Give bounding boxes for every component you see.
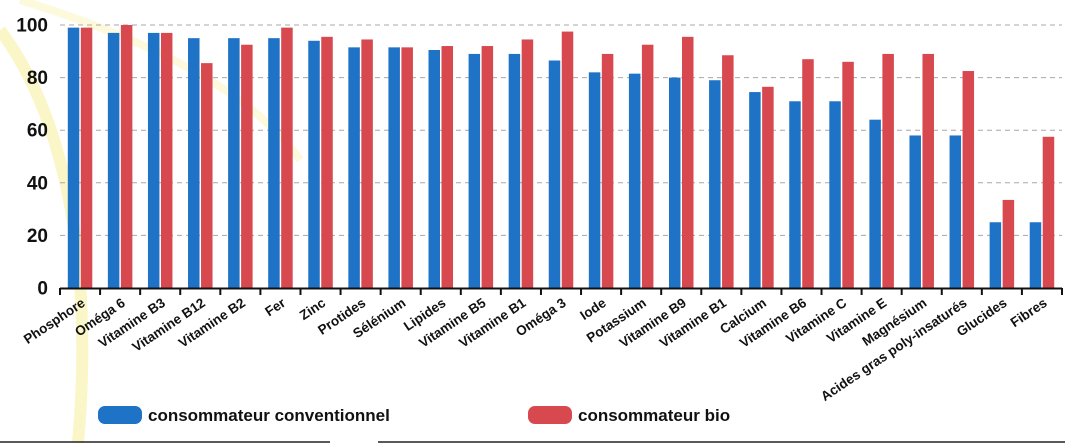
bar-bio xyxy=(361,39,373,289)
bar-conventionnel xyxy=(628,73,641,288)
bar-bio xyxy=(321,36,333,289)
bar-conventionnel xyxy=(949,135,962,288)
y-tick-label: 80 xyxy=(27,68,48,89)
decorative-arc xyxy=(18,0,304,163)
bar-bio xyxy=(842,61,854,288)
grid-lines xyxy=(60,24,1062,236)
legend-swatch-bio xyxy=(528,406,572,424)
bar-conventionnel xyxy=(588,72,601,288)
bar-bio xyxy=(441,46,454,288)
bar-bio xyxy=(802,59,814,288)
bar-conventionnel xyxy=(388,47,400,289)
bar-conventionnel xyxy=(989,222,1002,288)
bar-conventionnel xyxy=(548,60,561,288)
y-tick-label: 0 xyxy=(37,279,48,300)
bar-bio xyxy=(120,25,133,288)
bar-bio xyxy=(762,86,774,289)
y-tick-label: 100 xyxy=(16,16,48,37)
bar-conventionnel xyxy=(829,101,841,289)
bar-bio xyxy=(561,31,574,288)
bar-bio xyxy=(401,47,413,289)
bar-conventionnel xyxy=(749,92,761,288)
bar-bio xyxy=(882,53,894,289)
bar-conventionnel xyxy=(709,80,721,288)
bar-bio xyxy=(641,44,654,288)
bar-bio xyxy=(722,55,734,289)
bar-bio xyxy=(80,27,93,288)
legend-label-conventionnel: consommateur conventionnel xyxy=(148,406,390,425)
bar-conventionnel xyxy=(428,49,441,288)
bar-bio xyxy=(681,36,694,289)
y-tick-label: 20 xyxy=(27,226,48,247)
bar-conventionnel xyxy=(188,38,200,289)
bar-conventionnel xyxy=(147,32,160,288)
bar-conventionnel xyxy=(789,101,801,289)
bar-bio xyxy=(922,53,934,289)
bar-conventionnel xyxy=(869,119,881,289)
bar-bio xyxy=(201,63,213,289)
bar-conventionnel xyxy=(67,27,80,288)
x-tick-label: Fibres xyxy=(1008,295,1050,330)
bar-bio xyxy=(1042,136,1055,288)
bar-conventionnel xyxy=(348,47,360,289)
y-axis: 0 20 40 60 80 100 xyxy=(16,16,48,300)
bar-conventionnel xyxy=(308,40,320,288)
bar-conventionnel xyxy=(107,32,120,288)
bar-bio xyxy=(281,27,293,288)
legend-swatch-conventionnel xyxy=(98,406,142,424)
bar-bio xyxy=(241,44,253,288)
legend-label-bio: consommateur bio xyxy=(578,406,730,425)
bar-conventionnel xyxy=(909,135,921,288)
bar-bio xyxy=(481,46,494,288)
bar-bio xyxy=(521,39,534,289)
bar-bio xyxy=(601,53,614,289)
bar-conventionnel xyxy=(668,77,681,288)
bar-conventionnel xyxy=(228,38,240,289)
bar-conventionnel xyxy=(1029,222,1042,288)
bar-conventionnel xyxy=(268,38,280,289)
y-tick-label: 60 xyxy=(27,121,48,142)
bar-conventionnel xyxy=(468,53,481,289)
bars xyxy=(67,25,1055,289)
y-tick-label: 40 xyxy=(27,173,48,194)
bar-bio xyxy=(1002,199,1015,288)
bar-conventionnel xyxy=(508,53,521,289)
x-tick-label: Fer xyxy=(262,295,288,320)
bar-bio xyxy=(160,32,173,288)
legend: consommateur conventionnel consommateur b… xyxy=(0,406,1065,443)
bar-bio xyxy=(962,71,975,289)
